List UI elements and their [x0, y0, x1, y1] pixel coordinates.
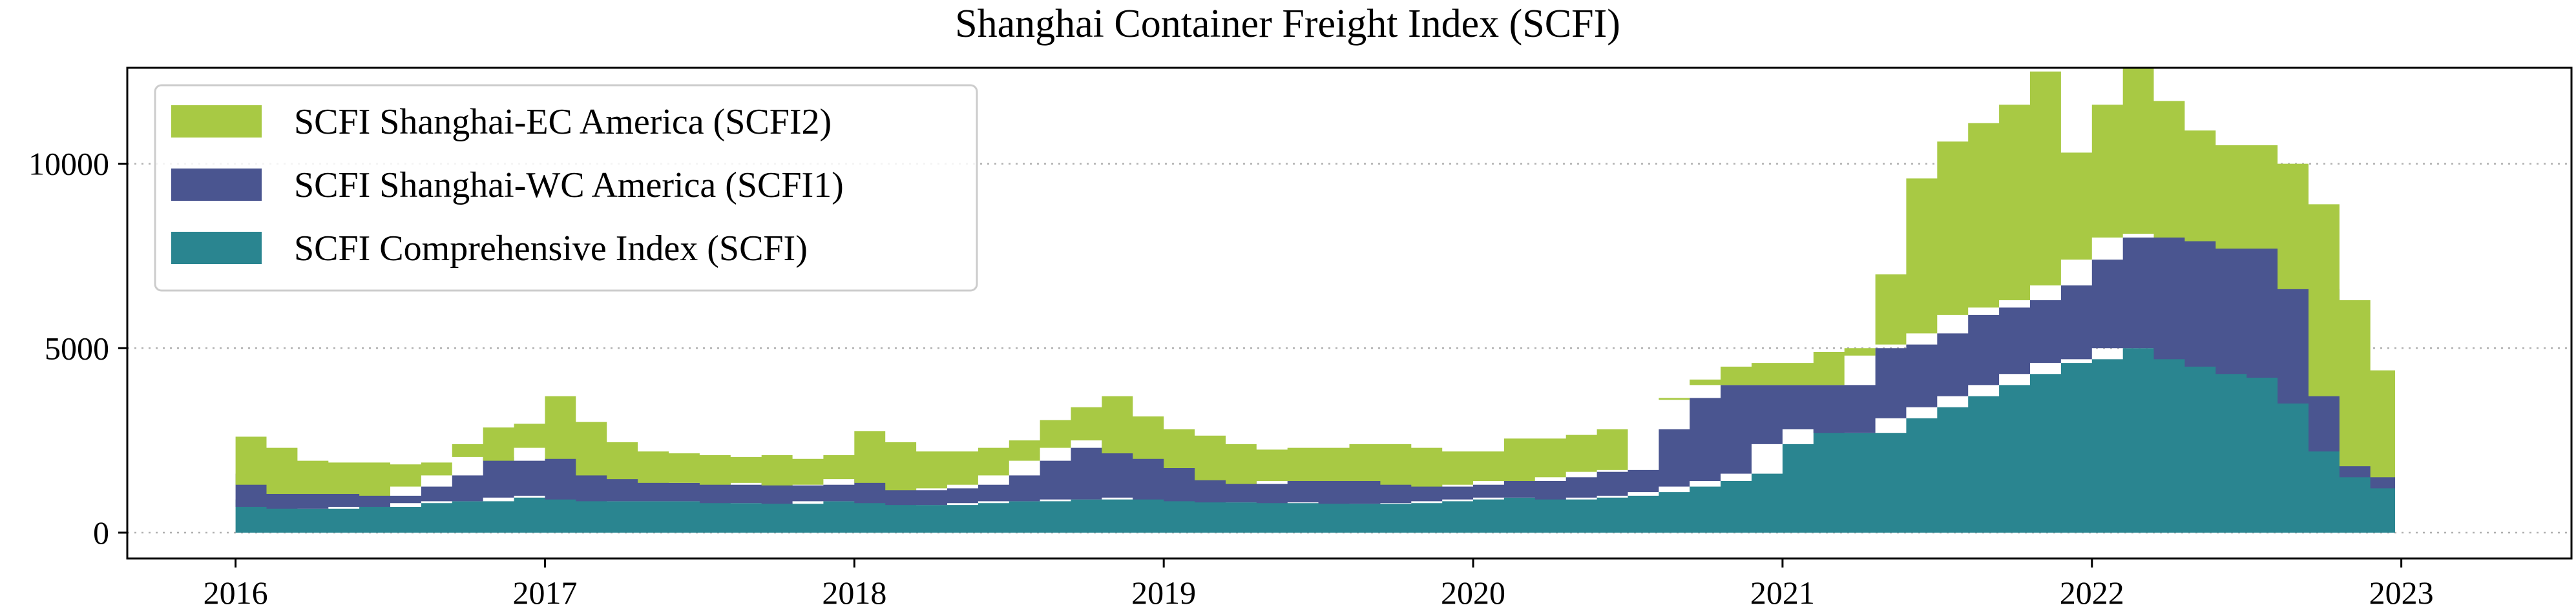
legend-swatch-scfi1 — [171, 169, 262, 201]
y-tick-label: 5000 — [45, 330, 109, 366]
x-tick-label: 2018 — [822, 575, 886, 611]
plot-frame — [126, 67, 2573, 560]
area-series-0 — [235, 348, 2395, 533]
x-tick-label: 2023 — [2369, 575, 2434, 611]
x-tick-label: 2022 — [2060, 575, 2124, 611]
x-tick-label: 2019 — [1131, 575, 1196, 611]
x-tick-label: 2016 — [204, 575, 268, 611]
legend-swatch-scfi — [171, 232, 262, 264]
legend: SCFI Shanghai-EC America (SCFI2) SCFI Sh… — [154, 84, 978, 292]
y-axis: 0 5000 10000 — [28, 146, 127, 551]
x-tick-label: 2017 — [512, 575, 577, 611]
legend-label-scfi1: SCFI Shanghai-WC America (SCFI1) — [294, 165, 844, 205]
legend-label-scfi: SCFI Comprehensive Index (SCFI) — [294, 229, 808, 269]
stacked-areas — [235, 68, 2395, 533]
x-tick-label: 2020 — [1441, 575, 1505, 611]
legend-swatch-scfi2 — [171, 105, 262, 138]
chart-title: Shanghai Container Freight Index (SCFI) — [955, 2, 1620, 46]
area-series-1 — [235, 234, 2395, 509]
legend-box — [154, 84, 978, 292]
x-axis: 2016 2017 2018 2019 2020 2021 2022 2023 — [204, 558, 2434, 611]
y-tick-label: 10000 — [28, 146, 109, 182]
legend-label-scfi2: SCFI Shanghai-EC America (SCFI2) — [294, 102, 832, 142]
area-series-2 — [235, 68, 2395, 496]
y-tick-label: 0 — [93, 515, 109, 551]
x-tick-label: 2021 — [1750, 575, 1815, 611]
